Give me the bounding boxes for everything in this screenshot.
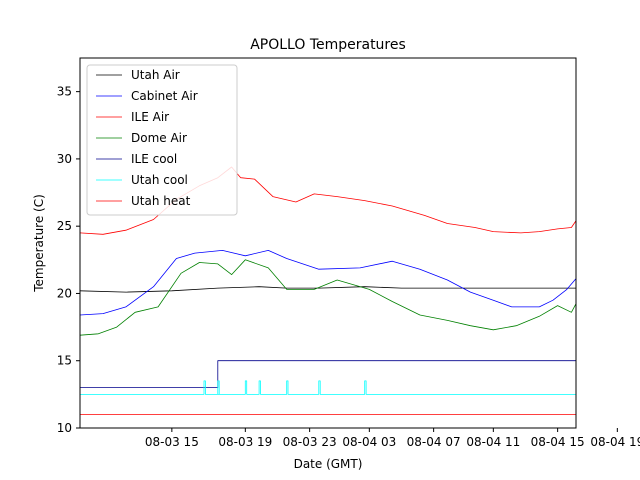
series-line-utah-air (80, 286, 576, 293)
x-axis: 08-03 15 08-03 19 08-03 23 08-04 03 08-04 07… (145, 428, 640, 449)
y-tick-label: 35 (57, 85, 72, 99)
x-tick-label: 08-04 11 (466, 435, 520, 449)
series-line-cabinet-air (80, 250, 576, 316)
y-axis: 10 15 20 25 30 35 (57, 85, 80, 435)
x-tick-label: 08-03 19 (218, 435, 272, 449)
x-axis-label: Date (GMT) (294, 457, 363, 471)
legend-entry: Utah heat (131, 194, 191, 208)
y-tick-label: 30 (57, 152, 72, 166)
y-axis-label: Temperature (C) (32, 194, 46, 293)
x-tick-label: 08-04 03 (342, 435, 396, 449)
y-tick-label: 10 (57, 421, 72, 435)
legend-entry: ILE Air (131, 110, 169, 124)
x-tick-label: 08-04 07 (407, 435, 461, 449)
y-tick-label: 25 (57, 219, 72, 233)
y-tick-label: 20 (57, 286, 72, 300)
legend-box (86, 64, 238, 216)
x-tick-label: 08-04 19 (590, 435, 640, 449)
series-line-ile-cool (80, 360, 576, 388)
legend-entry: Utah Air (131, 68, 180, 82)
chart-title: APOLLO Temperatures (250, 37, 406, 53)
y-tick-label: 15 (57, 354, 72, 368)
legend-entry: ILE cool (131, 152, 177, 166)
x-tick-label: 08-03 15 (145, 435, 199, 449)
x-tick-label: 08-04 15 (531, 435, 585, 449)
series-line-utah-cool (80, 380, 576, 395)
legend-entry: Dome Air (131, 131, 187, 145)
legend-entry: Cabinet Air (131, 89, 198, 103)
legend: Utah Air Cabinet Air ILE Air Dome Air ILE co… (86, 64, 238, 216)
legend-entry: Utah cool (131, 173, 188, 187)
x-tick-label: 08-03 23 (283, 435, 337, 449)
axes-frame (79, 57, 577, 429)
series-line-dome-air (80, 259, 576, 336)
